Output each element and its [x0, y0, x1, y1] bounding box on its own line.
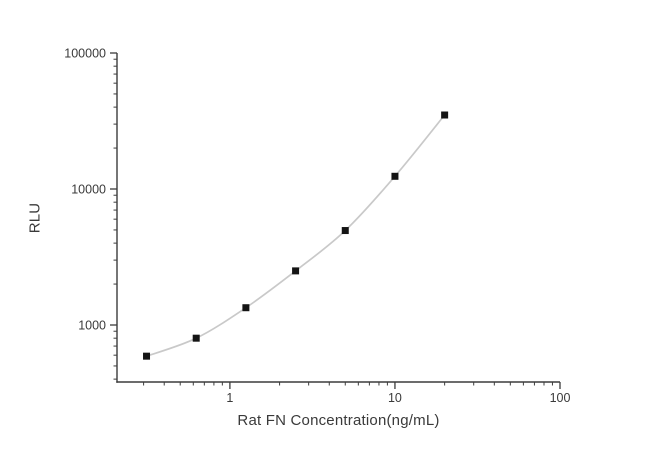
data-point-marker: [242, 304, 250, 312]
data-point-marker: [192, 334, 200, 342]
y-tick-label: 100000: [64, 46, 106, 60]
x-tick-label: 100: [550, 391, 571, 405]
data-point-marker: [292, 267, 300, 275]
y-tick-label: 1000: [78, 318, 106, 332]
standard-curve-line: [146, 114, 446, 357]
data-point-marker: [391, 172, 399, 180]
x-tick-label: 10: [388, 391, 402, 405]
data-point-marker: [441, 111, 449, 119]
x-tick-label: 1: [226, 391, 233, 405]
data-point-marker: [143, 352, 151, 360]
y-tick-label: 10000: [71, 182, 106, 196]
data-point-marker: [341, 227, 349, 235]
y-axis-title: RLU: [26, 202, 44, 234]
x-axis-title: Rat FN Concentration(ng/mL): [237, 412, 440, 429]
